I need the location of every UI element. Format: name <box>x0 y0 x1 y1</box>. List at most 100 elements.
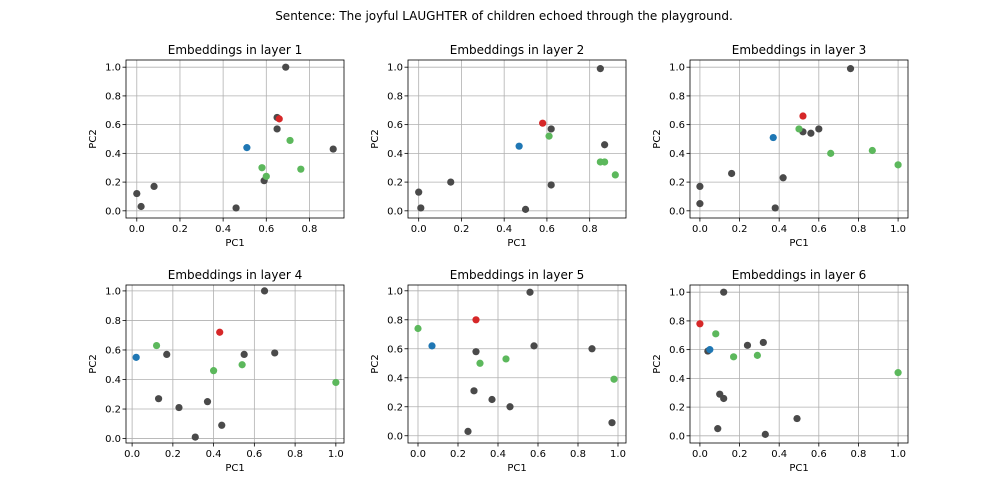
axes-frame <box>407 59 627 219</box>
data-point-context <box>163 350 171 359</box>
axes-frame <box>125 59 345 219</box>
data-point-context <box>815 125 823 133</box>
x-tick-label: 0.0 <box>692 224 708 235</box>
x-tick-label: 0.2 <box>165 449 181 460</box>
x-tick-label: 0.6 <box>246 449 262 460</box>
data-point-context <box>759 338 767 347</box>
x-tick-label: 0.0 <box>692 449 708 460</box>
y-tick-label: 0.2 <box>105 178 121 189</box>
y-tick-label: 0.4 <box>105 375 121 386</box>
data-point-reference <box>706 346 714 354</box>
y-axis-label: PC2 <box>652 129 663 148</box>
data-point-reference <box>243 144 251 152</box>
data-point-related <box>414 324 422 333</box>
data-point-context <box>793 414 801 423</box>
subplot-layer-3: 0.0 0.2 0.4 0.6 0.8 1.0 0.0 0.2 0.4 0.6 0.8 1.0 Embe… <box>652 43 909 249</box>
x-tick-label: 0.8 <box>302 224 318 235</box>
y-tick-label: 0.8 <box>105 316 121 327</box>
data-point-context <box>720 288 728 296</box>
x-tick-label: 1.0 <box>890 224 906 235</box>
data-point-context <box>720 394 728 403</box>
data-point-context <box>506 403 514 411</box>
y-tick-label: 0.6 <box>387 120 403 131</box>
data-point-related <box>730 353 738 361</box>
y-tick-label: 0.8 <box>105 91 121 102</box>
x-tick-label: 0.8 <box>582 224 598 235</box>
y-axis-label: PC2 <box>88 129 99 148</box>
subplot-layer-5: 0.0 0.2 0.4 0.6 0.8 1.0 0.0 0.2 0.4 0.6 0.8 1.0 Embe… <box>370 268 627 474</box>
y-tick-label: 0.4 <box>669 149 685 160</box>
y-axis-label: PC2 <box>88 354 99 373</box>
y-axis-label: PC2 <box>370 354 381 373</box>
x-tick-label: 0.4 <box>496 224 512 235</box>
subplot-title: Embeddings in layer 1 <box>168 43 302 57</box>
x-axis-label: PC1 <box>225 463 244 474</box>
y-tick-label: 1.0 <box>105 63 121 74</box>
y-tick-label: 0.8 <box>387 91 403 102</box>
data-point-context <box>447 178 455 186</box>
data-point-related <box>332 378 340 387</box>
data-point-context <box>415 188 423 196</box>
data-point-context <box>743 341 752 349</box>
data-point-context <box>191 433 199 441</box>
axes-frame <box>407 284 627 444</box>
data-point-context <box>588 345 596 353</box>
y-tick-label: 1.0 <box>387 286 403 297</box>
data-point-context <box>271 349 279 357</box>
y-tick-label: 1.0 <box>387 63 403 74</box>
x-tick-label: 0.0 <box>411 224 427 235</box>
data-point-related <box>894 369 902 377</box>
y-tick-label: 0.0 <box>669 431 685 442</box>
x-tick-label: 0.8 <box>287 449 303 460</box>
data-point-context <box>761 430 769 438</box>
data-point-related <box>868 146 876 155</box>
subplot-title: Embeddings in layer 2 <box>450 43 584 57</box>
y-tick-label: 0.0 <box>105 434 121 445</box>
x-tick-label: 0.2 <box>453 224 469 235</box>
subplot-title: Embeddings in layer 5 <box>450 268 584 282</box>
data-point-context <box>779 174 787 182</box>
data-point-context <box>846 65 855 73</box>
data-point-related <box>611 171 619 179</box>
data-point-target <box>539 119 547 127</box>
y-tick-label: 0.6 <box>387 344 403 355</box>
data-point-related <box>476 359 484 367</box>
data-point-context <box>154 395 163 403</box>
x-tick-label: 0.8 <box>570 449 586 460</box>
x-tick-label: 0.2 <box>450 449 466 460</box>
subplot-layer-4: 0.0 0.2 0.4 0.6 0.8 1.0 0.0 0.2 0.4 0.6 0.8 1.0 Embe… <box>88 268 345 474</box>
y-tick-label: 0.0 <box>387 206 403 217</box>
x-tick-label: 0.8 <box>851 449 867 460</box>
y-tick-label: 0.8 <box>669 91 685 102</box>
x-axis-label: PC1 <box>225 238 244 249</box>
y-tick-label: 1.0 <box>105 286 121 297</box>
data-point-context <box>417 204 425 212</box>
data-point-context <box>203 398 212 406</box>
data-point-related <box>297 165 305 173</box>
x-tick-label: 1.0 <box>890 449 906 460</box>
subplot-title: Embeddings in layer 4 <box>168 268 302 282</box>
data-point-reference <box>515 142 523 150</box>
data-point-related <box>601 158 609 166</box>
y-axis-label: PC2 <box>652 354 663 373</box>
y-tick-label: 1.0 <box>669 288 685 299</box>
data-point-related <box>795 125 803 133</box>
data-point-context <box>232 204 240 212</box>
data-point-context <box>240 350 248 359</box>
x-axis-label: PC1 <box>789 463 808 474</box>
y-tick-label: 0.0 <box>105 206 121 217</box>
data-point-target <box>275 115 283 123</box>
data-point-context <box>175 403 183 412</box>
y-tick-label: 0.2 <box>669 178 685 189</box>
data-point-context <box>218 421 226 429</box>
y-tick-label: 0.2 <box>105 405 121 416</box>
data-point-target <box>799 112 807 120</box>
x-tick-label: 1.0 <box>610 449 626 460</box>
x-tick-label: 0.2 <box>172 224 188 235</box>
y-tick-label: 0.2 <box>387 402 403 413</box>
data-point-context <box>133 189 141 198</box>
x-axis-label: PC1 <box>507 238 526 249</box>
y-tick-label: 0.2 <box>387 178 403 189</box>
y-tick-label: 0.0 <box>669 206 685 217</box>
y-tick-label: 0.4 <box>105 149 121 160</box>
